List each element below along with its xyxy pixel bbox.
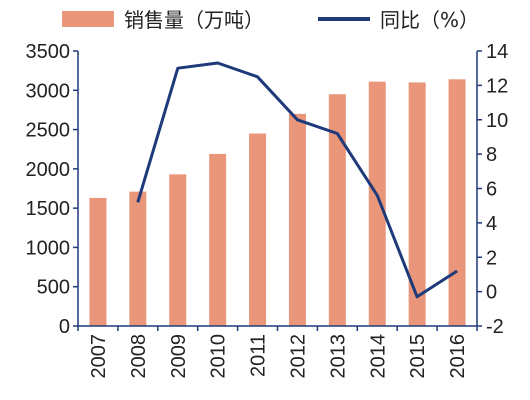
bar-2013 bbox=[328, 94, 346, 326]
left-tick-label-1500: 1500 bbox=[26, 198, 71, 220]
right-tick-label-0: 0 bbox=[486, 282, 497, 304]
left-tick-label-1000: 1000 bbox=[26, 237, 71, 259]
axes-group: 0 500 1000 1500 2000 2500 3000 3500 -2 0 2 4 6 8 10 12 1… bbox=[26, 41, 509, 379]
x-tick-label-2010: 2010 bbox=[208, 334, 230, 379]
bar-2016 bbox=[448, 79, 466, 327]
legend-swatch-line bbox=[318, 16, 370, 21]
bar-2009 bbox=[169, 174, 187, 326]
right-tick-label-10: 10 bbox=[486, 110, 508, 132]
legend-label-sales: 销售量（万吨） bbox=[124, 8, 264, 32]
bar-2014 bbox=[368, 81, 386, 327]
right-tick-label-2: 2 bbox=[486, 247, 497, 269]
x-tick-label-2013: 2013 bbox=[327, 334, 349, 379]
x-tick-label-2015: 2015 bbox=[407, 334, 429, 379]
right-tick-label-8: 8 bbox=[486, 144, 497, 166]
bar-2011 bbox=[249, 133, 267, 326]
bar-2010 bbox=[209, 153, 227, 326]
right-tick-label-4: 4 bbox=[486, 213, 497, 235]
right-tick-label-14: 14 bbox=[486, 41, 508, 63]
legend-item-yoy: 同比（%） bbox=[318, 4, 479, 33]
bar-2015 bbox=[408, 82, 426, 326]
right-tick-label-6: 6 bbox=[486, 179, 497, 201]
x-tick-label-2009: 2009 bbox=[168, 334, 190, 379]
left-tick-label-3000: 3000 bbox=[26, 80, 71, 102]
bar-2008 bbox=[129, 191, 147, 326]
left-tick-label-0: 0 bbox=[59, 316, 70, 338]
left-tick-label-3500: 3500 bbox=[26, 41, 71, 63]
x-tick-label-2007: 2007 bbox=[88, 334, 110, 379]
bar-2007 bbox=[89, 197, 107, 326]
left-tick-label-2000: 2000 bbox=[26, 159, 71, 181]
x-tick-label-2008: 2008 bbox=[128, 334, 150, 379]
bar-2012 bbox=[288, 113, 306, 326]
legend-label-yoy: 同比（%） bbox=[380, 8, 480, 32]
right-tick-label-12: 12 bbox=[486, 75, 508, 97]
left-tick-label-500: 500 bbox=[37, 277, 70, 299]
line-group bbox=[136, 61, 458, 299]
left-tick-label-2500: 2500 bbox=[26, 120, 71, 142]
x-tick-label-2016: 2016 bbox=[447, 334, 469, 379]
x-tick-label-2011: 2011 bbox=[248, 334, 270, 377]
legend: 销售量（万吨） 同比（%） bbox=[0, 4, 530, 34]
legend-item-sales: 销售量（万吨） bbox=[62, 4, 264, 33]
x-tick-label-2012: 2012 bbox=[287, 334, 309, 379]
bars-group bbox=[89, 79, 466, 327]
x-tick-label-2014: 2014 bbox=[367, 334, 389, 379]
legend-swatch-bar bbox=[62, 10, 114, 27]
right-tick-label--2: -2 bbox=[486, 316, 504, 338]
